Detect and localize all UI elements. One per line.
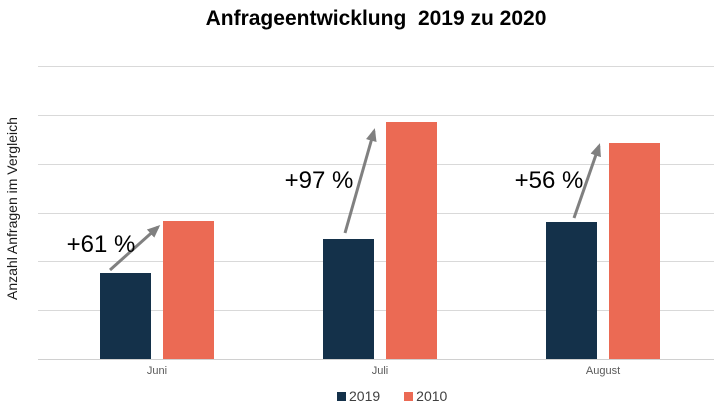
bar-2010-august — [609, 143, 660, 359]
gridline — [38, 164, 714, 165]
legend-label-2019: 2019 — [349, 388, 381, 404]
plot-area: Juni Juli August — [38, 66, 714, 377]
chart-legend: 2019 2010 — [337, 388, 447, 404]
category-label-juli: Juli — [371, 365, 389, 377]
y-axis-label: Anzahl Anfragen im Vergleich — [4, 117, 20, 301]
bar-2010-juni — [163, 221, 214, 359]
annotation-label-juli: +97 % — [284, 167, 354, 194]
chart-title: Anfrageentwicklung 2019 zu 2020 — [205, 7, 547, 30]
legend-swatch-2019-icon — [337, 391, 346, 401]
category-label-august: August — [585, 365, 621, 377]
gridline — [38, 310, 714, 311]
gridline — [38, 213, 714, 214]
annotation-label-august: +56 % — [514, 167, 584, 194]
bar-2010-juli — [386, 122, 437, 359]
legend-label-2010: 2010 — [416, 388, 448, 404]
bar-2019-juli — [323, 239, 374, 359]
category-label-juni: Juni — [146, 365, 168, 377]
legend-swatch-2010-icon — [404, 391, 414, 401]
bar-2019-august — [546, 222, 597, 359]
gridline — [38, 261, 714, 262]
annotation-label-juni: +61 % — [66, 231, 136, 258]
bar-2019-juni — [100, 273, 151, 359]
gridline — [38, 115, 714, 116]
legend-item-2010: 2010 — [404, 388, 447, 404]
legend-item-2019: 2019 — [337, 388, 380, 404]
gridline — [38, 66, 714, 67]
x-axis-line — [38, 359, 714, 360]
